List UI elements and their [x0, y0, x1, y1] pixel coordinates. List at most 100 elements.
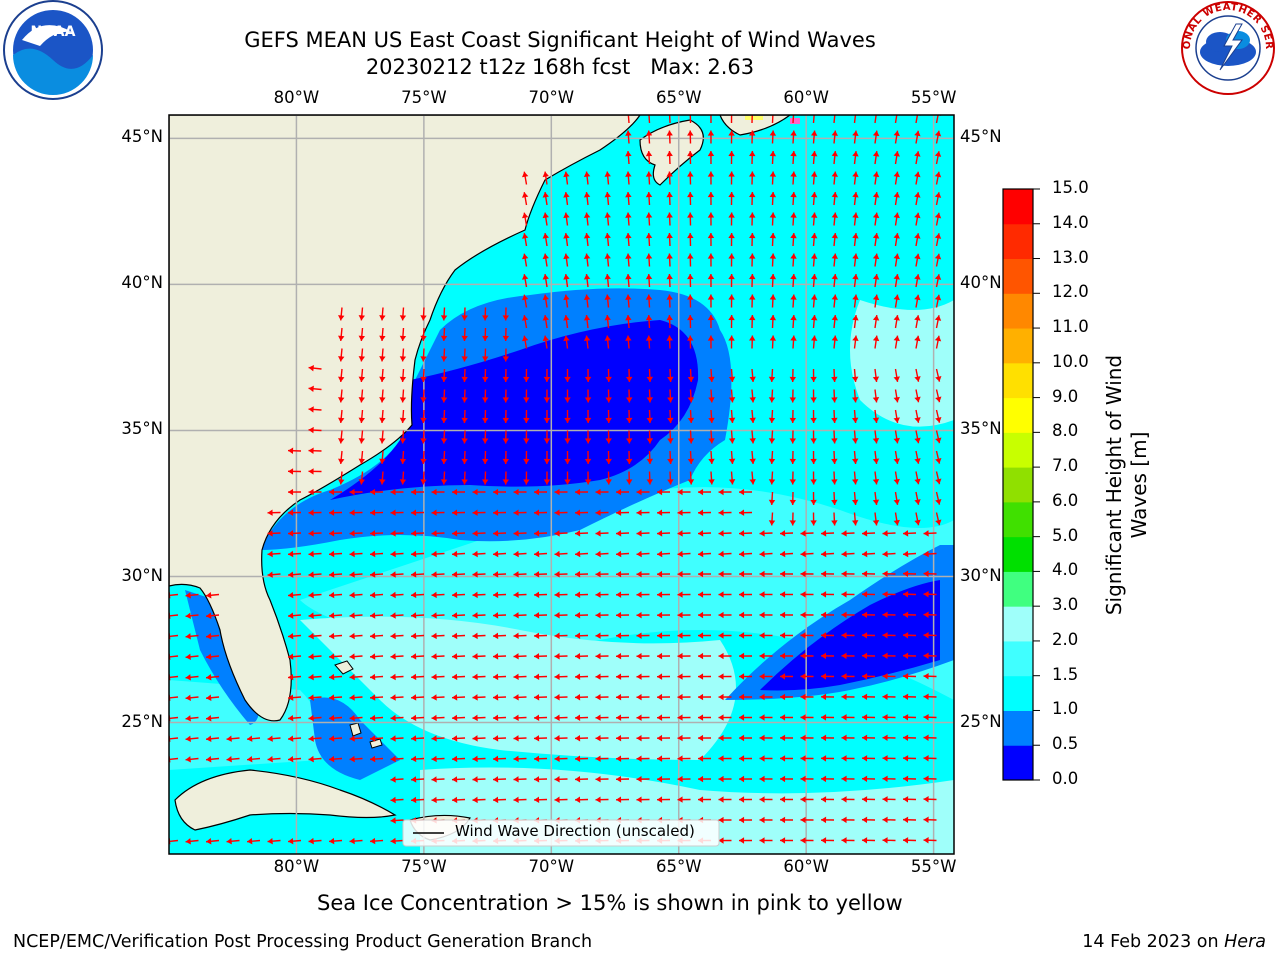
wave-arrow [169, 839, 179, 843]
wave-arrow-head [349, 488, 355, 496]
wave-arrow-head [841, 591, 847, 598]
wave-arrow-head [749, 233, 756, 239]
wave-arrow-head [646, 479, 654, 485]
wave-arrow-head [542, 274, 549, 280]
wave-arrow-head [667, 417, 674, 423]
wave-arrow-head [852, 171, 859, 178]
wave-arrow-head [831, 520, 838, 526]
wave-arrow-head [749, 458, 756, 464]
wave-arrow-head [452, 755, 458, 763]
wave-arrow-head [789, 376, 797, 382]
wave-arrow-head [728, 438, 736, 444]
wave-arrow-head [595, 550, 601, 558]
wave-arrow-head [636, 734, 642, 742]
wave-arrow-head [728, 253, 735, 259]
wave-arrow-head [493, 571, 499, 578]
wave-arrow-head [626, 397, 633, 403]
wave-arrow-head [831, 233, 839, 239]
wave-arrow-head [625, 171, 632, 177]
wave-arrow-head [893, 212, 900, 219]
wave-arrow-head [872, 294, 880, 301]
wave-arrow-head [646, 417, 654, 423]
wave-arrow-head [923, 816, 929, 823]
wave-arrow-head [768, 397, 776, 403]
wave-arrow-head [513, 673, 519, 681]
wave-arrow-head [636, 796, 642, 803]
wave-arrow-head [657, 570, 663, 578]
wave-arrow-head [390, 694, 396, 701]
wave-arrow-head [923, 570, 929, 577]
sea-ice-patch [790, 118, 800, 124]
colorbar-swatch [1003, 501, 1033, 538]
wave-arrow-head [698, 550, 704, 558]
wave-arrow-head [903, 530, 909, 537]
wave-arrow-head [780, 816, 786, 824]
wave-arrow-head [698, 673, 704, 680]
wave-arrow-head [821, 570, 827, 578]
wave-arrow-head [739, 775, 745, 783]
wave-arrow-head [800, 570, 806, 578]
wave-arrow-head [790, 212, 797, 218]
wave-arrow-head [914, 192, 921, 198]
wave-arrow-head [338, 397, 345, 403]
wave-arrow-head [431, 694, 437, 701]
wave-arrow-head [769, 233, 777, 239]
wave-arrow-head [934, 212, 942, 219]
wave-arrow-head [893, 315, 900, 321]
wave-arrow-head [247, 755, 253, 763]
wave-arrow-head [914, 212, 921, 219]
wave-arrow-head [390, 776, 396, 783]
wave-arrow-head [739, 734, 745, 742]
wave-arrow-head [440, 397, 448, 403]
wave-arrow-head [677, 714, 683, 721]
wave-arrow-head [542, 171, 549, 178]
wave-arrow-head [349, 509, 355, 516]
wave-arrow-head [677, 796, 683, 803]
wave-arrow-head [698, 632, 704, 639]
wave-arrow-head [502, 417, 510, 423]
wave-arrow-head [329, 612, 335, 619]
wave-arrow-head [502, 335, 510, 341]
wave-arrow-head [534, 694, 540, 701]
wave-arrow-head [780, 530, 786, 537]
wave-arrow-head [370, 714, 376, 722]
colorbar-tick-label: 12.0 [1052, 282, 1089, 302]
wave-arrow-head [789, 438, 797, 444]
wave-arrow-head [934, 315, 942, 321]
wave-arrow-head [431, 530, 437, 537]
wave-arrow-head [554, 488, 560, 496]
wave-arrow-head [666, 212, 673, 218]
wave-arrow-head [934, 274, 942, 280]
wave-arrow-head [800, 530, 806, 537]
wave-arrow-head [452, 714, 458, 722]
wave-arrow-head [575, 571, 581, 578]
wave-arrow-head [338, 458, 345, 464]
wave-arrow-head [358, 376, 366, 382]
wave-arrow-head [554, 694, 560, 701]
map-frame [168, 114, 955, 855]
wave-arrow-head [472, 509, 478, 516]
wave-arrow-head [903, 816, 909, 823]
wave-arrow-head [482, 458, 489, 464]
colorbar-tick-label: 3.0 [1052, 595, 1079, 615]
wave-arrow-head [542, 233, 549, 239]
wave-arrow-head [625, 315, 632, 321]
wave-arrow-head [718, 734, 724, 742]
wave-arrow-head [636, 570, 642, 578]
wave-arrow-head [308, 385, 314, 392]
wave-arrow-head [399, 438, 407, 444]
wave-arrow-head [872, 233, 880, 239]
wave-arrow-head [800, 816, 806, 824]
wave-arrow-head [677, 530, 683, 537]
wave-arrow-head [821, 673, 827, 680]
wave-arrow-head [420, 417, 427, 423]
wave-arrow-head [431, 612, 437, 619]
wave-arrow-head [923, 796, 929, 803]
wave-arrow-head [851, 499, 859, 505]
wave-arrow-head [780, 570, 786, 578]
wave-arrow-head [554, 550, 560, 558]
wave-arrow-head [452, 735, 458, 742]
wave-arrow-head [914, 253, 921, 260]
wave-arrow-head [604, 171, 611, 177]
wave-arrow-head [329, 694, 335, 701]
